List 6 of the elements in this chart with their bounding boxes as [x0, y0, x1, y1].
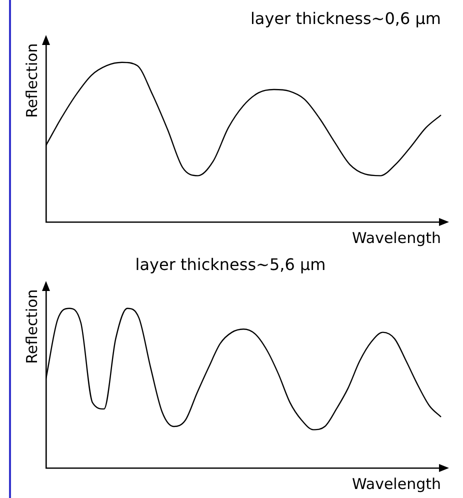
x-axis-title: Wavelength [352, 228, 441, 247]
chart-title: layer thickness~5,6 µm [135, 254, 326, 274]
x-axis-title: Wavelength [352, 474, 441, 493]
y-axis-title: Reflection [22, 43, 41, 118]
y-axis-title: Reflection [22, 289, 41, 364]
chart-title: layer thickness~0,6 µm [250, 8, 441, 28]
